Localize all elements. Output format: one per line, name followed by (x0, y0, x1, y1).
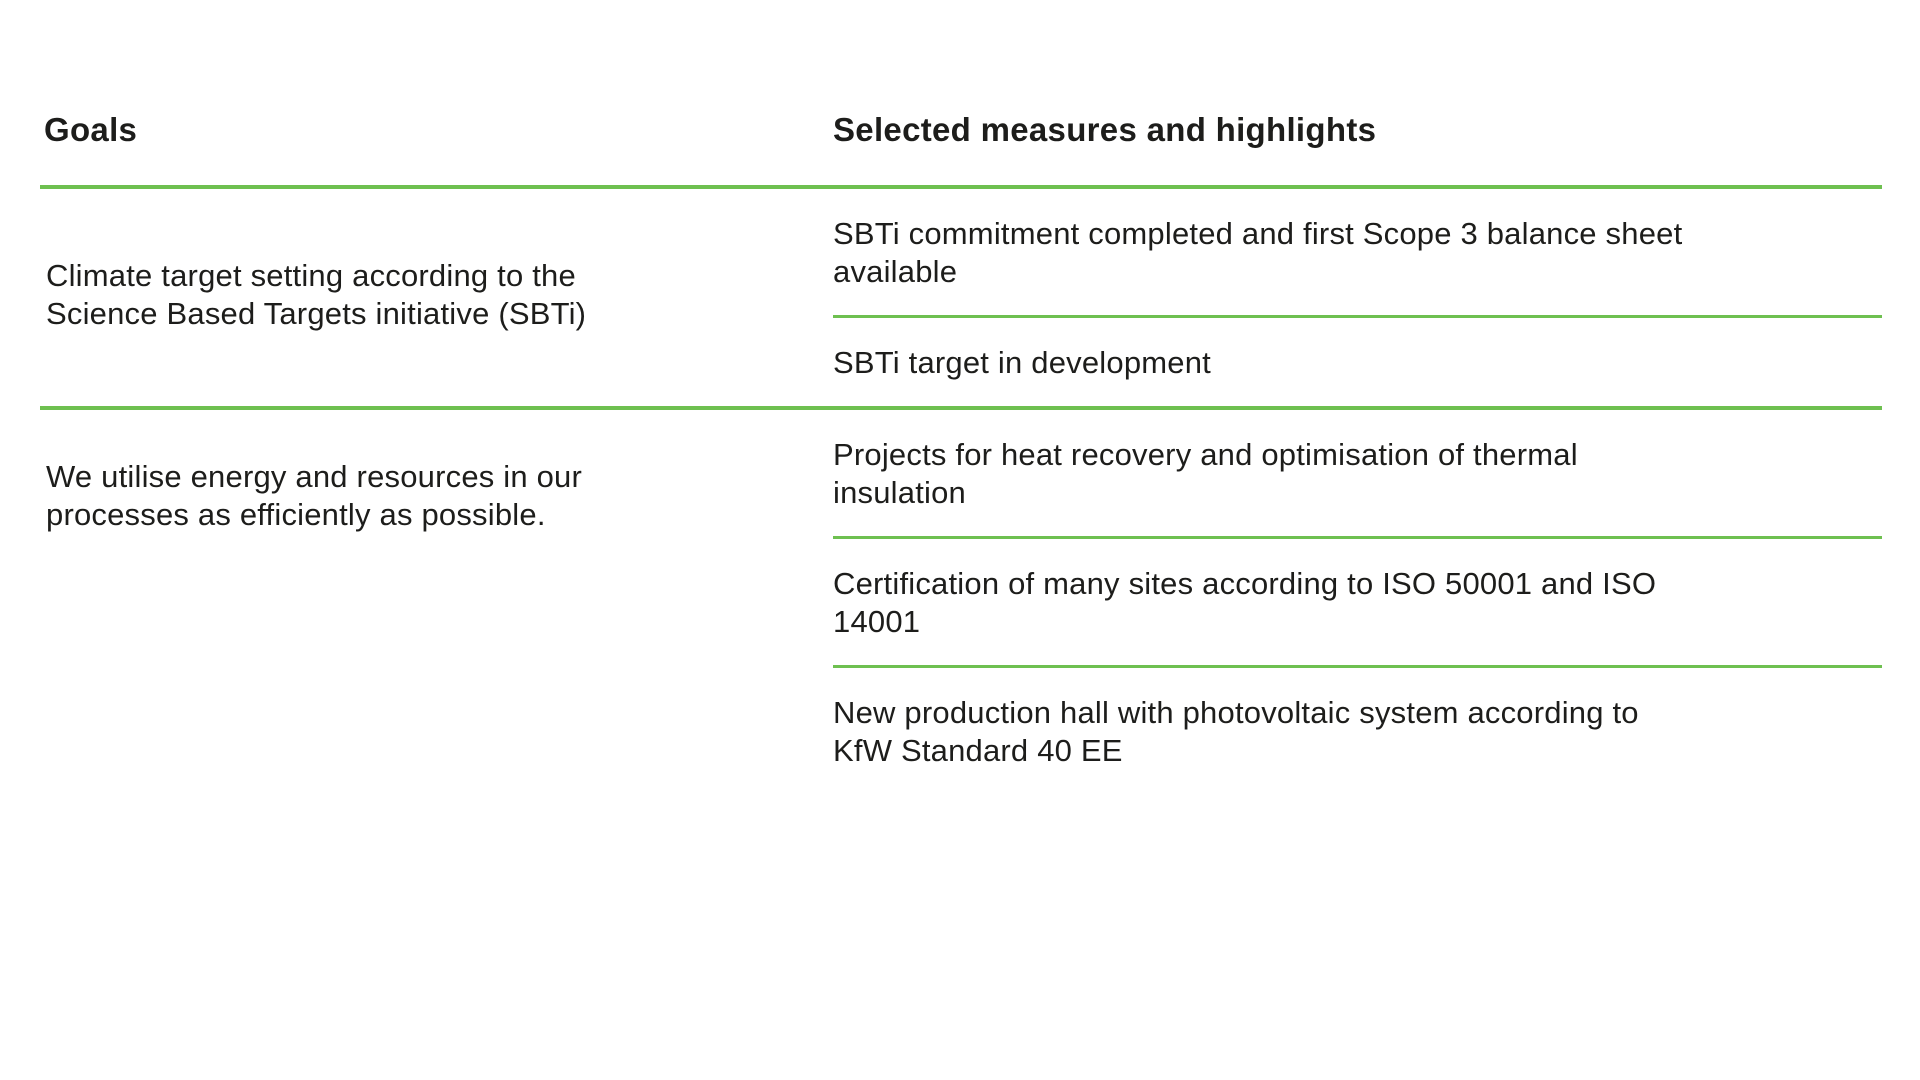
measures-list: SBTi commitment completed and first Scop… (833, 189, 1882, 406)
goal-text-climate-target: Climate target setting according to the … (46, 258, 587, 331)
measure-item-photovoltaic-hall: New production hall with photovoltaic sy… (833, 665, 1882, 794)
measures-column-header: Selected measures and highlights (833, 111, 1377, 148)
goals-measures-table: Goals Selected measures and highlights C… (40, 0, 1882, 794)
measure-item-sbti-target: SBTi target in development (833, 315, 1882, 406)
goals-column-header: Goals (44, 111, 138, 148)
table-header-row: Goals Selected measures and highlights (40, 0, 1882, 189)
measure-item-heat-recovery: Projects for heat recovery and optimisat… (833, 437, 1578, 510)
table-row-climate-target: Climate target setting according to the … (40, 189, 1882, 410)
measure-item-sbti-commitment: SBTi commitment completed and first Scop… (833, 216, 1683, 289)
measures-list: Projects for heat recovery and optimisat… (833, 410, 1882, 794)
table-row-energy-efficiency: We utilise energy and resources in our p… (40, 410, 1882, 794)
measure-item-iso-certification: Certification of many sites according to… (833, 536, 1882, 665)
goal-text-energy-efficiency: We utilise energy and resources in our p… (46, 459, 583, 532)
